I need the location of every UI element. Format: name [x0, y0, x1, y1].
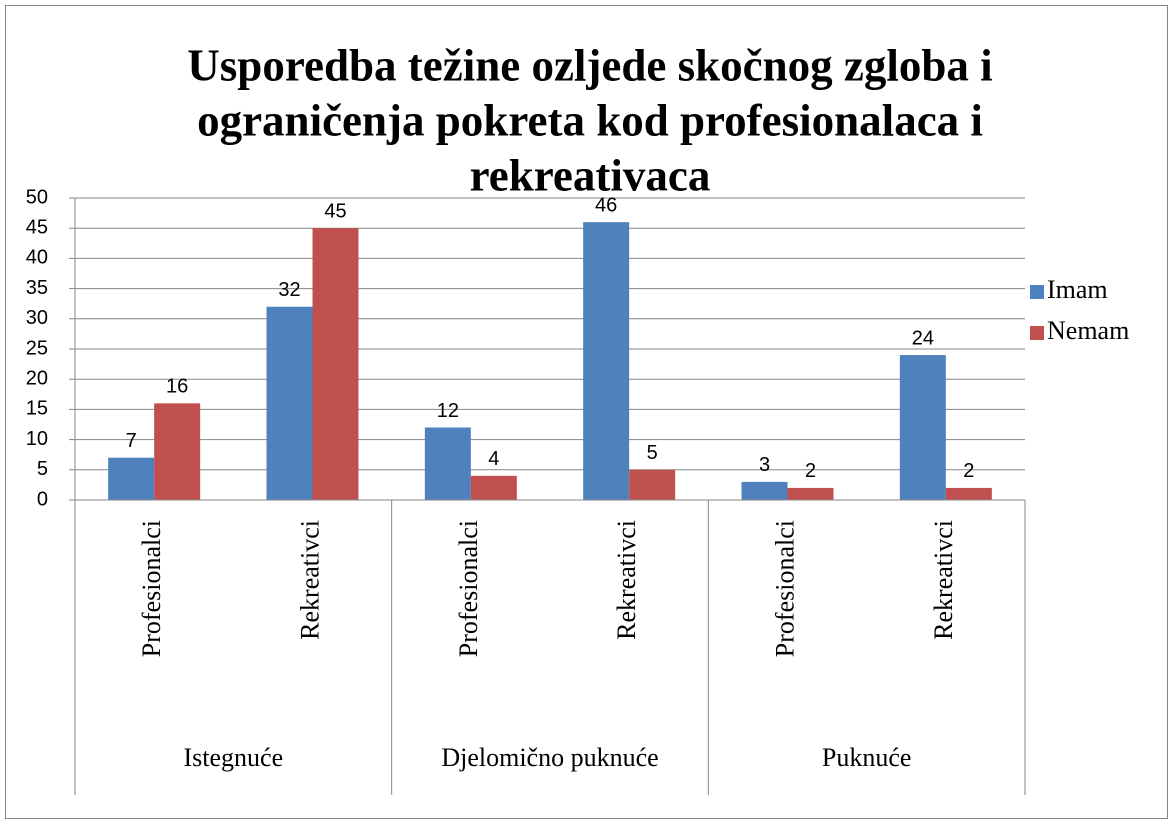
- y-tick-label: 35: [26, 277, 48, 299]
- x-tick-label: Rekreativci: [929, 520, 958, 640]
- value-label: 46: [595, 194, 617, 216]
- group-label: Djelomično puknuće: [441, 743, 658, 772]
- x-tick-label: Rekreativci: [295, 520, 324, 640]
- value-label: 4: [488, 448, 499, 470]
- value-label: 2: [963, 460, 974, 482]
- value-label: 32: [278, 279, 300, 301]
- legend-label: Nemam: [1047, 316, 1129, 345]
- value-label: 2: [805, 460, 816, 482]
- bar: [945, 487, 992, 500]
- value-label: 5: [647, 442, 658, 464]
- bar: [424, 427, 471, 500]
- bar: [154, 403, 201, 500]
- y-tick-label: 50: [26, 186, 48, 208]
- y-tick-label: 40: [26, 247, 48, 269]
- bar: [266, 306, 313, 500]
- value-label: 45: [324, 200, 346, 222]
- value-label: 3: [759, 454, 770, 476]
- chart-title: ograničenja pokreta kod profesionalaca i: [197, 95, 983, 145]
- x-tick-label: Profesionalci: [137, 520, 166, 657]
- y-tick-label: 15: [26, 398, 48, 420]
- bar: [312, 228, 359, 500]
- bar: [787, 487, 834, 500]
- y-tick-label: 5: [37, 458, 48, 480]
- y-tick-label: 0: [37, 488, 48, 510]
- group-label: Puknuće: [822, 743, 912, 772]
- bar: [583, 222, 630, 500]
- bar: [899, 355, 946, 500]
- bar: [741, 481, 788, 500]
- bar: [470, 475, 517, 500]
- x-tick-label: Rekreativci: [612, 520, 641, 640]
- group-label: Istegnuće: [184, 743, 284, 772]
- x-tick-label: Profesionalci: [770, 520, 799, 657]
- y-tick-label: 45: [26, 216, 48, 238]
- value-label: 16: [166, 376, 188, 398]
- value-label: 24: [912, 327, 934, 349]
- legend-label: Imam: [1047, 275, 1108, 304]
- y-tick-label: 30: [26, 307, 48, 329]
- bar: [629, 469, 676, 500]
- chart-title: Usporedba težine ozljede skočnog zgloba …: [187, 40, 992, 90]
- bar: [108, 457, 155, 500]
- legend-swatch: [1030, 326, 1044, 340]
- x-tick-label: Profesionalci: [454, 520, 483, 657]
- value-label: 12: [437, 400, 459, 422]
- y-tick-label: 20: [26, 367, 48, 389]
- y-tick-label: 25: [26, 337, 48, 359]
- y-tick-label: 10: [26, 428, 48, 450]
- legend-swatch: [1030, 285, 1044, 299]
- chart-title: rekreativaca: [470, 150, 711, 200]
- value-label: 7: [126, 430, 137, 452]
